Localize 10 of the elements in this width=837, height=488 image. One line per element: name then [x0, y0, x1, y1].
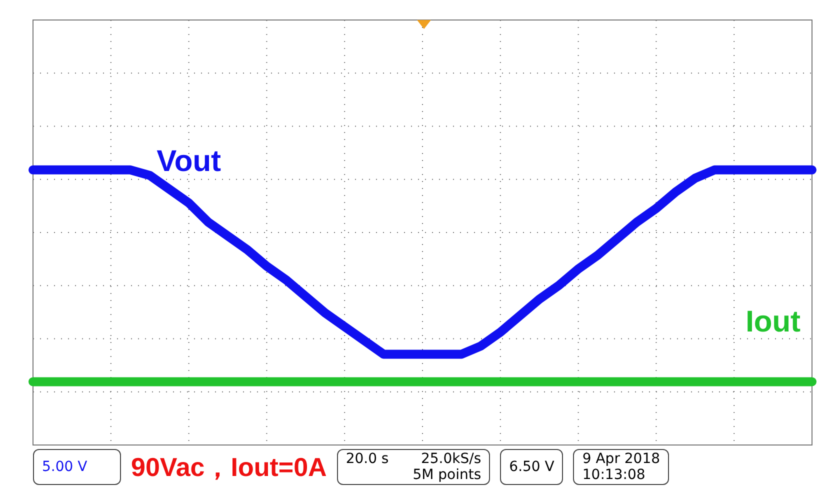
text: 5.00 V	[42, 459, 88, 475]
text: 90Vac，Iout=0A	[131, 450, 327, 484]
text: 20.0 s	[346, 451, 389, 469]
text: 5M points	[412, 467, 482, 483]
text: 10:13:08	[582, 467, 646, 483]
text: 6.50 V	[509, 459, 554, 475]
series-label: Vout	[156, 144, 222, 178]
series-label: Iout	[746, 306, 801, 339]
text: 9 Apr 2018	[582, 451, 660, 467]
text: 25.0kS/s	[420, 451, 482, 467]
